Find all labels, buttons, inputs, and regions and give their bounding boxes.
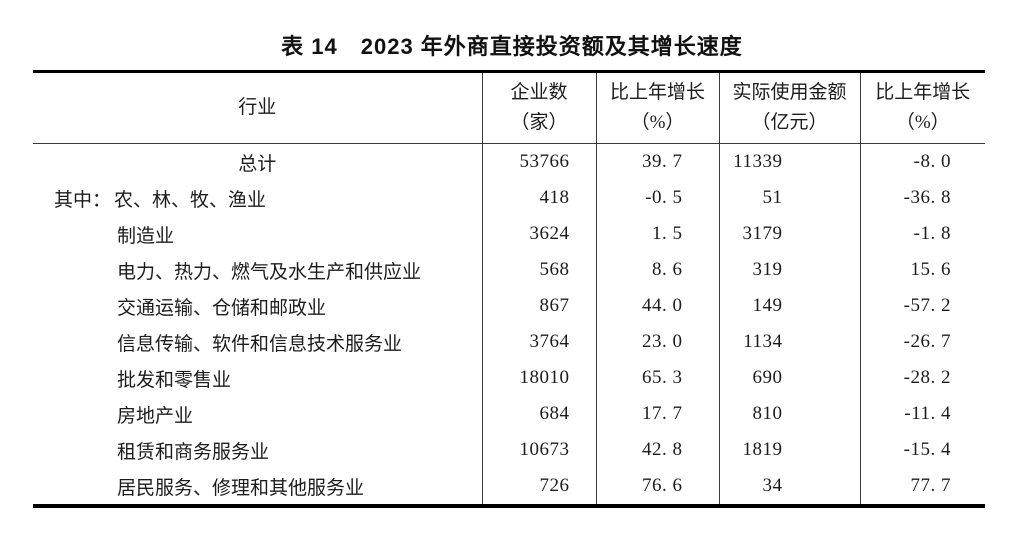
cell-amount: 149	[718, 288, 860, 324]
cell-amount: 11339	[718, 143, 860, 180]
table-row: 批发和零售业 18010 65. 3 690 -28. 2	[33, 360, 985, 396]
cell-amount: 319	[718, 252, 860, 288]
industry-label: 房地产业	[117, 405, 194, 427]
cell-enterprises-growth: 44. 0	[595, 288, 719, 324]
cell-industry: 其中： 农、林、牧、渔业	[33, 180, 482, 216]
cell-amount: 3179	[718, 216, 860, 252]
cell-industry: 房地产业	[33, 396, 482, 432]
cell-enterprises-growth: 1. 5	[595, 216, 719, 252]
cell-amount: 1819	[718, 432, 860, 468]
cell-amount-growth: 15. 6	[859, 252, 985, 288]
qizhong-prefix: 其中：	[54, 189, 112, 211]
cell-amount-growth: -1. 8	[859, 216, 985, 252]
cell-industry: 总计	[33, 144, 482, 181]
cell-enterprises-growth: -0. 5	[595, 180, 719, 216]
industry-label: 制造业	[117, 225, 175, 247]
cell-amount-growth: -36. 8	[859, 180, 985, 216]
cell-enterprises: 726	[481, 468, 596, 506]
cell-industry: 交通运输、仓储和邮政业	[33, 288, 482, 324]
cell-enterprises: 867	[481, 288, 596, 324]
table-row: 制造业 3624 1. 5 3179 -1. 8	[33, 216, 985, 252]
cell-enterprises-growth: 8. 6	[595, 252, 719, 288]
cell-industry: 租赁和商务服务业	[33, 432, 482, 468]
col-header-enterprises-growth: 比上年增长 （%）	[595, 71, 719, 144]
cell-amount-growth: 77. 7	[859, 468, 985, 506]
table-row: 房地产业 684 17. 7 810 -11. 4	[33, 396, 985, 432]
col-header-label: 比上年增长	[875, 82, 971, 103]
industry-label: 批发和零售业	[117, 369, 232, 391]
table-row: 信息传输、软件和信息技术服务业 3764 23. 0 1134 -26. 7	[33, 324, 985, 360]
col-header-unit: （%）	[630, 112, 685, 133]
cell-enterprises-growth: 39. 7	[595, 143, 719, 180]
cell-amount: 690	[718, 360, 860, 396]
table-row: 交通运输、仓储和邮政业 867 44. 0 149 -57. 2	[33, 288, 985, 324]
industry-label: 租赁和商务服务业	[117, 441, 270, 463]
cell-industry: 批发和零售业	[33, 360, 482, 396]
industry-label: 信息传输、软件和信息技术服务业	[117, 333, 403, 355]
industry-label: 农、林、牧、渔业	[114, 189, 267, 211]
cell-amount-growth: -28. 2	[859, 360, 985, 396]
col-header-label: 行业	[238, 97, 277, 118]
table-row: 居民服务、修理和其他服务业 726 76. 6 34 77. 7	[33, 468, 985, 506]
table-body: 总计 53766 39. 7 11339 -8. 0 其中： 农、林、牧、渔业 418 -0. …	[33, 143, 985, 506]
col-header-unit: （%）	[895, 112, 950, 133]
cell-amount-growth: -57. 2	[859, 288, 985, 324]
industry-label: 交通运输、仓储和邮政业	[117, 297, 327, 319]
table-row: 总计 53766 39. 7 11339 -8. 0	[33, 143, 985, 181]
cell-amount-growth: -8. 0	[859, 143, 985, 180]
table-row: 电力、热力、燃气及水生产和供应业 568 8. 6 319 15. 6	[33, 252, 985, 288]
fdi-table: 行业 企业数 （家） 比上年增长 （%） 实际使用金额 （亿元） 比上年增长 （…	[33, 70, 985, 508]
industry-label: 居民服务、修理和其他服务业	[117, 477, 365, 499]
cell-enterprises: 568	[481, 252, 596, 288]
table-title: 表 14 2023 年外商直接投资额及其增长速度	[281, 34, 743, 59]
cell-amount: 1134	[718, 324, 860, 360]
col-header-unit: （家）	[510, 112, 568, 133]
cell-enterprises-growth: 42. 8	[595, 432, 719, 468]
col-header-label: 企业数	[510, 82, 568, 103]
table-row: 租赁和商务服务业 10673 42. 8 1819 -15. 4	[33, 432, 985, 468]
col-header-unit: （亿元）	[751, 112, 828, 133]
col-header-industry: 行业	[33, 71, 482, 144]
cell-industry: 制造业	[33, 216, 482, 252]
cell-enterprises: 684	[481, 396, 596, 432]
table-row: 其中： 农、林、牧、渔业 418 -0. 5 51 -36. 8	[33, 180, 985, 216]
cell-enterprises-growth: 76. 6	[595, 468, 719, 506]
col-header-label: 比上年增长	[609, 82, 705, 103]
col-header-label: 实际使用金额	[732, 82, 847, 103]
cell-amount: 810	[718, 396, 860, 432]
cell-amount-growth: -15. 4	[859, 432, 985, 468]
col-header-enterprises: 企业数 （家）	[481, 71, 596, 144]
cell-enterprises-growth: 23. 0	[595, 324, 719, 360]
industry-label: 电力、热力、燃气及水生产和供应业	[117, 261, 422, 283]
cell-amount: 34	[718, 468, 860, 506]
cell-amount-growth: -26. 7	[859, 324, 985, 360]
cell-enterprises: 418	[481, 180, 596, 216]
cell-enterprises: 3624	[481, 216, 596, 252]
cell-enterprises: 18010	[481, 360, 596, 396]
header-row: 行业 企业数 （家） 比上年增长 （%） 实际使用金额 （亿元） 比上年增长 （…	[33, 71, 985, 144]
cell-enterprises-growth: 65. 3	[595, 360, 719, 396]
industry-label: 总计	[238, 153, 277, 175]
cell-industry: 信息传输、软件和信息技术服务业	[33, 324, 482, 360]
cell-amount-growth: -11. 4	[859, 396, 985, 432]
cell-industry: 居民服务、修理和其他服务业	[33, 468, 482, 506]
cell-enterprises: 3764	[481, 324, 596, 360]
col-header-amount: 实际使用金额 （亿元）	[718, 71, 860, 144]
cell-enterprises: 53766	[481, 143, 596, 180]
cell-enterprises-growth: 17. 7	[595, 396, 719, 432]
cell-industry: 电力、热力、燃气及水生产和供应业	[33, 252, 482, 288]
col-header-amount-growth: 比上年增长 （%）	[859, 71, 985, 144]
cell-enterprises: 10673	[481, 432, 596, 468]
cell-amount: 51	[718, 180, 860, 216]
